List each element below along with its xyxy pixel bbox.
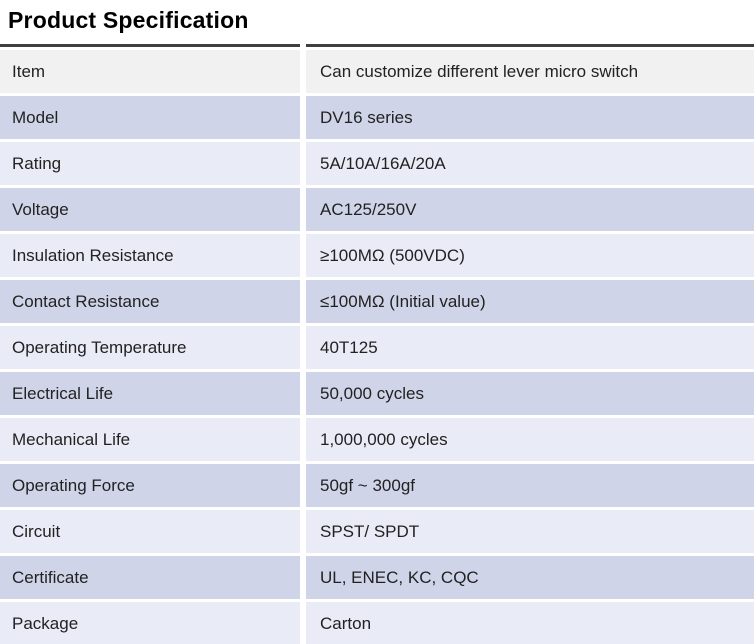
page-title: Product Specification [8, 7, 249, 33]
spec-label-cell: Mechanical Life [0, 418, 300, 461]
spec-label-cell: Contact Resistance [0, 280, 300, 323]
spec-value-cell: DV16 series [306, 96, 754, 139]
table-top-border-right [306, 44, 754, 47]
spec-label-cell: Certificate [0, 556, 300, 599]
spec-label-cell: Operating Force [0, 464, 300, 507]
spec-label-cell: Electrical Life [0, 372, 300, 415]
spec-label-cell: Package [0, 602, 300, 644]
spec-label-cell: Circuit [0, 510, 300, 553]
spec-table: Item Can customize different lever micro… [0, 44, 754, 644]
spec-label-cell: Insulation Resistance [0, 234, 300, 277]
spec-value-cell: ≤100MΩ (Initial value) [306, 280, 754, 323]
spec-value-cell: UL, ENEC, KC, CQC [306, 556, 754, 599]
spec-label-cell: Rating [0, 142, 300, 185]
spec-value-cell: 40T125 [306, 326, 754, 369]
spec-label-cell: Operating Temperature [0, 326, 300, 369]
spec-value-cell: 1,000,000 cycles [306, 418, 754, 461]
spec-label-cell: Model [0, 96, 300, 139]
spec-label-cell: Item [0, 50, 300, 93]
spec-value-cell: 5A/10A/16A/20A [306, 142, 754, 185]
spec-value-cell: Can customize different lever micro swit… [306, 50, 754, 93]
spec-value-cell: 50,000 cycles [306, 372, 754, 415]
spec-value-cell: 50gf ~ 300gf [306, 464, 754, 507]
spec-value-cell: AC125/250V [306, 188, 754, 231]
spec-value-cell: SPST/ SPDT [306, 510, 754, 553]
spec-label-cell: Voltage [0, 188, 300, 231]
spec-value-cell: ≥100MΩ (500VDC) [306, 234, 754, 277]
table-top-border-left [0, 44, 300, 47]
spec-value-cell: Carton [306, 602, 754, 644]
